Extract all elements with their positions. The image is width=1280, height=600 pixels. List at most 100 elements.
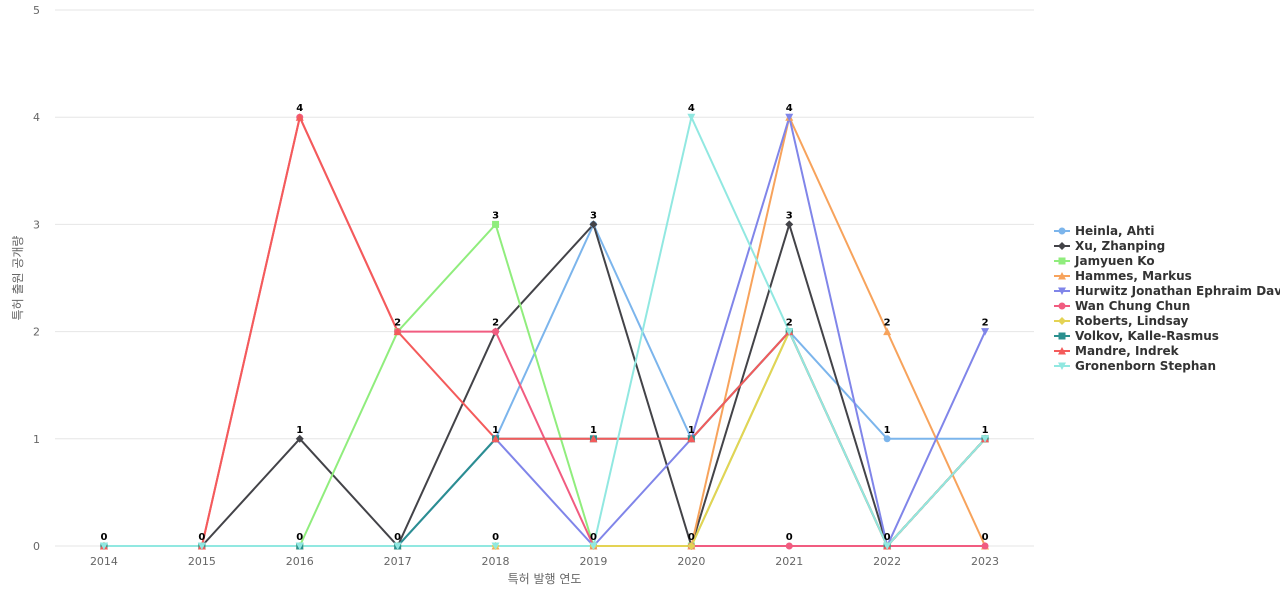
x-tick-label: 2020 <box>677 555 705 568</box>
y-tick-label: 2 <box>33 326 40 339</box>
data-label: 0 <box>982 532 989 543</box>
data-point-marker <box>492 220 500 228</box>
x-tick-label: 2018 <box>482 555 510 568</box>
legend-item[interactable]: Gronenborn Stephan <box>1054 359 1216 373</box>
data-label: 1 <box>296 425 303 436</box>
legend-marker <box>1058 302 1066 310</box>
series-line-2 <box>103 223 987 547</box>
x-axis-title: 특허 발행 연도 <box>508 571 582 586</box>
legend-label: Wan Chung Chun <box>1075 299 1190 313</box>
y-axis-title: 특허 출원 공개량 <box>11 236 25 321</box>
legend-marker <box>1058 227 1066 235</box>
data-point-marker <box>981 542 989 550</box>
data-point-marker <box>295 113 304 121</box>
data-label: 0 <box>688 532 695 543</box>
data-point-marker <box>785 328 794 336</box>
data-label: 2 <box>394 318 401 329</box>
data-point-marker <box>295 434 304 443</box>
series-line-9 <box>103 116 987 547</box>
data-label: 4 <box>786 103 793 114</box>
x-axis-ticks: 2014 2015 2016 2017 2018 2019 2020 2021 2022 2023 <box>90 555 999 568</box>
legend-item[interactable]: Jamyuen Ko <box>1054 254 1155 268</box>
data-label: 0 <box>394 532 401 543</box>
data-label: 0 <box>884 532 891 543</box>
legend-marker <box>1058 332 1066 340</box>
data-point-marker <box>687 434 696 443</box>
y-tick-label: 4 <box>33 111 40 124</box>
x-tick-label: 2023 <box>971 555 999 568</box>
legend-item[interactable]: Wan Chung Chun <box>1054 299 1190 313</box>
data-point-marker <box>491 434 500 443</box>
x-tick-label: 2021 <box>775 555 803 568</box>
legend-label: Xu, Zhanping <box>1075 239 1165 253</box>
x-tick-label: 2017 <box>384 555 412 568</box>
legend-item[interactable]: Hammes, Markus <box>1054 269 1192 283</box>
legend-marker <box>1058 347 1066 355</box>
legend-label: Volkov, Kalle-Rasmus <box>1075 329 1219 343</box>
data-point-marker <box>785 542 793 550</box>
series-markers <box>99 113 990 550</box>
legend-item[interactable]: Volkov, Kalle-Rasmus <box>1054 329 1219 343</box>
legend-label: Hammes, Markus <box>1075 269 1192 283</box>
x-tick-label: 2015 <box>188 555 216 568</box>
legend-marker <box>1058 272 1066 280</box>
y-tick-label: 5 <box>33 4 40 17</box>
legend-label: Mandre, Indrek <box>1075 344 1180 358</box>
data-point-marker <box>589 542 598 550</box>
data-point-marker <box>393 327 402 336</box>
legend-item[interactable]: Heinla, Ahti <box>1054 224 1154 238</box>
data-label: 0 <box>786 532 793 543</box>
data-point-marker <box>393 542 402 550</box>
data-label: 2 <box>786 318 793 329</box>
data-label: 1 <box>492 425 499 436</box>
legend-marker <box>1058 287 1066 295</box>
x-tick-label: 2014 <box>90 555 118 568</box>
data-label: 0 <box>198 532 205 543</box>
data-point-marker <box>197 542 206 550</box>
data-point-marker <box>687 113 696 122</box>
data-label: 0 <box>590 532 597 543</box>
y-tick-label: 3 <box>33 218 40 231</box>
data-label: 4 <box>688 103 695 114</box>
series-line-1 <box>103 223 987 547</box>
x-tick-label: 2019 <box>579 555 607 568</box>
legend-item[interactable]: Xu, Zhanping <box>1054 239 1165 253</box>
data-point-marker <box>883 327 892 336</box>
data-point-marker <box>785 220 794 229</box>
data-label: 0 <box>492 532 499 543</box>
data-point-marker <box>883 435 891 443</box>
data-point-marker <box>492 328 500 336</box>
legend-marker <box>1058 257 1066 265</box>
data-label: 2 <box>884 318 891 329</box>
data-point-marker <box>99 542 108 550</box>
data-label: 3 <box>492 210 499 221</box>
data-point-marker <box>589 220 598 229</box>
data-point-marker <box>981 435 990 443</box>
data-labels: 0 0 4 1 0 2 0 3 2 1 0 3 1 0 4 1 0 4 3 2 0 2 1 0 2 1 0 <box>100 103 988 543</box>
legend-marker <box>1058 242 1066 250</box>
legend-marker <box>1058 317 1066 325</box>
legend-item[interactable]: Mandre, Indrek <box>1054 344 1180 358</box>
legend-item[interactable]: Hurwitz Jonathan Ephraim David <box>1054 284 1280 298</box>
y-tick-label: 0 <box>33 540 40 553</box>
data-label: 1 <box>590 425 597 436</box>
legend-label: Hurwitz Jonathan Ephraim David <box>1075 284 1280 298</box>
y-axis-ticks: 0 1 2 3 4 5 <box>33 4 40 553</box>
data-label: 0 <box>296 532 303 543</box>
legend-label: Roberts, Lindsay <box>1075 314 1189 328</box>
data-label: 2 <box>492 318 499 329</box>
legend-item[interactable]: Roberts, Lindsay <box>1054 314 1189 328</box>
data-label: 3 <box>590 210 597 221</box>
data-label: 2 <box>982 318 989 329</box>
x-tick-label: 2016 <box>286 555 314 568</box>
data-label: 1 <box>688 425 695 436</box>
series-lines <box>103 116 987 547</box>
data-label: 3 <box>786 210 793 221</box>
legend-marker <box>1058 362 1066 370</box>
y-tick-label: 1 <box>33 433 40 446</box>
data-point-marker <box>589 434 598 443</box>
legend-label: Jamyuen Ko <box>1074 254 1155 268</box>
data-point-marker <box>785 113 794 122</box>
